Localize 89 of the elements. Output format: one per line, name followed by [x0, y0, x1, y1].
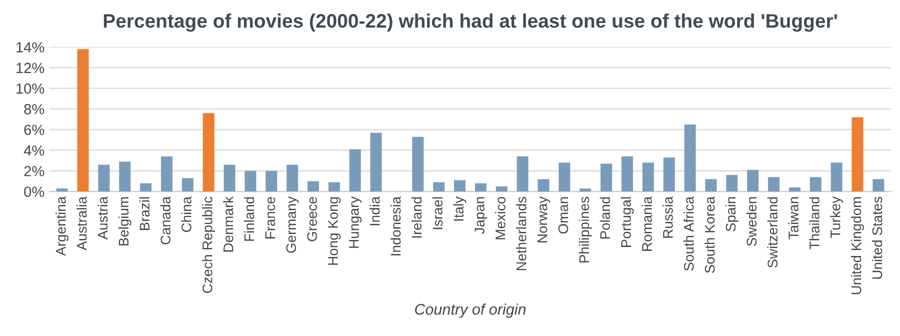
bar [580, 188, 592, 192]
x-tick-label: Russia [662, 196, 673, 238]
x-tick-label: South Africa [684, 196, 694, 271]
y-tick-label: 10% [16, 83, 44, 94]
bar [788, 187, 800, 192]
x-tick-label: Belgium [118, 197, 132, 246]
bar [454, 180, 466, 192]
x-tick-label: Hungary [349, 196, 362, 248]
bar [516, 156, 528, 192]
x-axis-title: Country of origin [415, 304, 526, 318]
bar [202, 113, 214, 192]
bar [768, 177, 780, 192]
bar [286, 164, 298, 192]
bar [810, 177, 822, 192]
x-tick-label: Austria [97, 196, 108, 240]
x-tick-label: Italy [453, 196, 466, 221]
x-tick-label: Germany [286, 196, 299, 253]
x-tick-label: Philippines [578, 196, 592, 262]
bar [558, 162, 570, 192]
bar [266, 170, 278, 192]
x-tick-label: Poland [600, 197, 610, 238]
y-tick-label: 6% [24, 124, 44, 136]
bar [244, 170, 256, 192]
x-tick-label: India [370, 196, 380, 226]
x-tick-label: United Kingdom [851, 197, 864, 294]
y-tick-label: 14% [16, 42, 44, 52]
x-tick-label: Hong Kong [328, 197, 341, 265]
bar [160, 156, 172, 192]
bar [747, 170, 759, 192]
x-tick-label: Norway [538, 196, 550, 242]
x-tick-label: Japan [474, 197, 488, 234]
bar [119, 162, 131, 192]
chart-title: Percentage of movies (2000-22) which had at least one use of the word 'Bugger' [104, 14, 837, 32]
bar [349, 149, 361, 192]
x-tick-label: Denmark [223, 196, 234, 252]
bar [705, 179, 717, 192]
bar [830, 162, 842, 192]
y-tick-label: 8% [24, 104, 44, 114]
y-tick-label: 12% [16, 62, 44, 74]
x-tick-label: Thailand [809, 197, 820, 250]
x-tick-label: Canada [160, 196, 170, 244]
bar [642, 162, 654, 192]
bar [684, 124, 696, 192]
x-tick-label: United States [872, 196, 882, 279]
bar [433, 182, 445, 192]
x-tick-label: Romania [642, 196, 652, 251]
x-tick-label: Indonesia [390, 196, 401, 256]
bar [726, 175, 738, 192]
bar [98, 164, 110, 192]
x-tick-label: Taiwan [788, 197, 798, 240]
y-tick-label: 0% [24, 186, 44, 197]
x-tick-label: Portugal [620, 197, 634, 247]
bar [621, 156, 634, 192]
bar [224, 164, 236, 192]
x-tick-label: France [265, 196, 276, 238]
bar [77, 49, 89, 192]
bar [496, 186, 508, 192]
x-tick-label: Brazil [139, 197, 150, 230]
bar [663, 157, 675, 192]
bar [600, 164, 612, 192]
bar [538, 179, 550, 192]
x-tick-label: Sweden [746, 197, 757, 246]
bar [474, 183, 486, 192]
bar [872, 179, 884, 192]
x-tick-label: Mexico [495, 196, 506, 240]
x-tick-label: Argentina [56, 196, 69, 256]
bar [56, 188, 68, 192]
y-tick-label: 4% [24, 145, 44, 156]
bar [328, 182, 340, 192]
x-tick-label: Czech Republic [202, 196, 216, 293]
x-tick-label: Finland [244, 197, 254, 241]
x-tick-label: Spain [725, 197, 738, 232]
x-tick-label: Oman [558, 197, 568, 234]
x-tick-label: Australia [76, 196, 87, 250]
x-tick-label: Israel [432, 197, 443, 230]
y-tick-label: 2% [24, 166, 44, 176]
bar [370, 132, 382, 192]
bar [182, 178, 194, 192]
x-tick-label: Netherlands [516, 196, 526, 270]
bar [307, 181, 320, 192]
bar [852, 117, 864, 192]
x-tick-label: Turkey [830, 196, 844, 238]
x-tick-label: South Korea [704, 196, 715, 273]
x-tick-label: China [181, 196, 192, 232]
bar [412, 136, 424, 192]
x-tick-label: Switzerland [767, 197, 778, 268]
x-tick-label: Greece [307, 196, 317, 242]
x-tick-label: Ireland [411, 197, 422, 238]
bar [140, 183, 152, 192]
